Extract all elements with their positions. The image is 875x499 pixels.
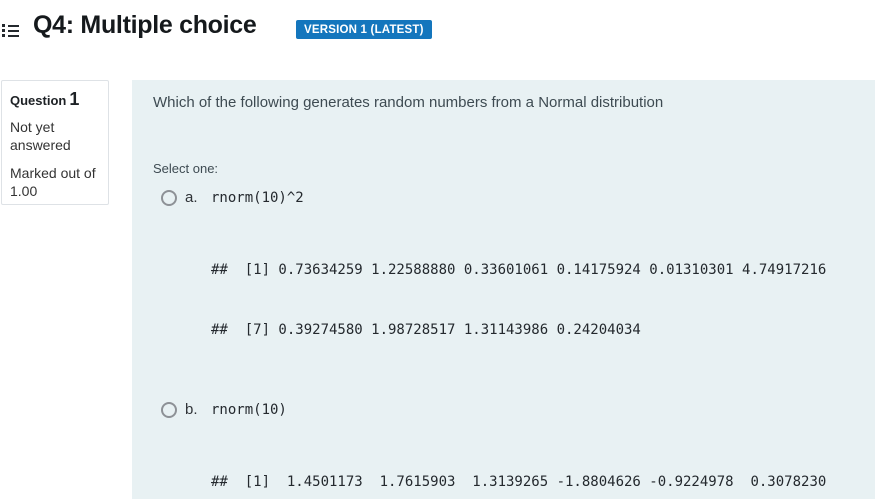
options-list: a. rnorm(10)^2 ## [1] 0.73634259 1.22588…: [153, 189, 875, 499]
question-word: Question: [10, 93, 67, 108]
page-header: Q4: Multiple choice VERSION 1 (LATEST): [0, 0, 875, 80]
question-panel: Which of the following generates random …: [132, 80, 875, 499]
question-list-icon[interactable]: [2, 22, 19, 39]
select-one-label: Select one:: [153, 161, 219, 176]
option-a-letter[interactable]: a.: [185, 189, 198, 206]
option-a-output-line1: ## [1] 0.73634259 1.22588880 0.33601061 …: [211, 262, 827, 278]
question-status: Not yet answered: [10, 119, 71, 153]
option-b: b. rnorm(10) ## [1] 1.4501173 1.7615903 …: [161, 401, 875, 499]
option-b-output: ## [1] 1.4501173 1.7615903 1.3139265 -1.…: [211, 432, 875, 499]
question-info-box: Question 1 Not yet answered Marked out of…: [1, 80, 109, 205]
option-b-output-line1: ## [1] 1.4501173 1.7615903 1.3139265 -1.…: [211, 474, 827, 490]
option-a: a. rnorm(10)^2 ## [1] 0.73634259 1.22588…: [161, 189, 875, 380]
question-text: Which of the following generates random …: [153, 94, 664, 111]
option-a-code: rnorm(10)^2: [211, 189, 304, 206]
option-a-radio[interactable]: [161, 189, 177, 206]
page-title: Q4: Multiple choice: [33, 11, 257, 39]
option-a-output-line2: ## [7] 0.39274580 1.98728517 1.31143986 …: [211, 322, 641, 338]
option-b-row: b. rnorm(10): [161, 401, 875, 418]
question-info-label: Question 1: [10, 89, 100, 110]
option-b-code: rnorm(10): [211, 401, 287, 418]
version-badge: VERSION 1 (LATEST): [296, 20, 432, 39]
option-b-letter[interactable]: b.: [185, 401, 198, 418]
option-b-radio[interactable]: [161, 401, 177, 418]
question-mark: Marked out of 1.00: [10, 165, 96, 199]
question-number: 1: [69, 89, 80, 109]
option-a-row: a. rnorm(10)^2: [161, 189, 875, 206]
option-a-output: ## [1] 0.73634259 1.22588880 0.33601061 …: [211, 220, 875, 380]
